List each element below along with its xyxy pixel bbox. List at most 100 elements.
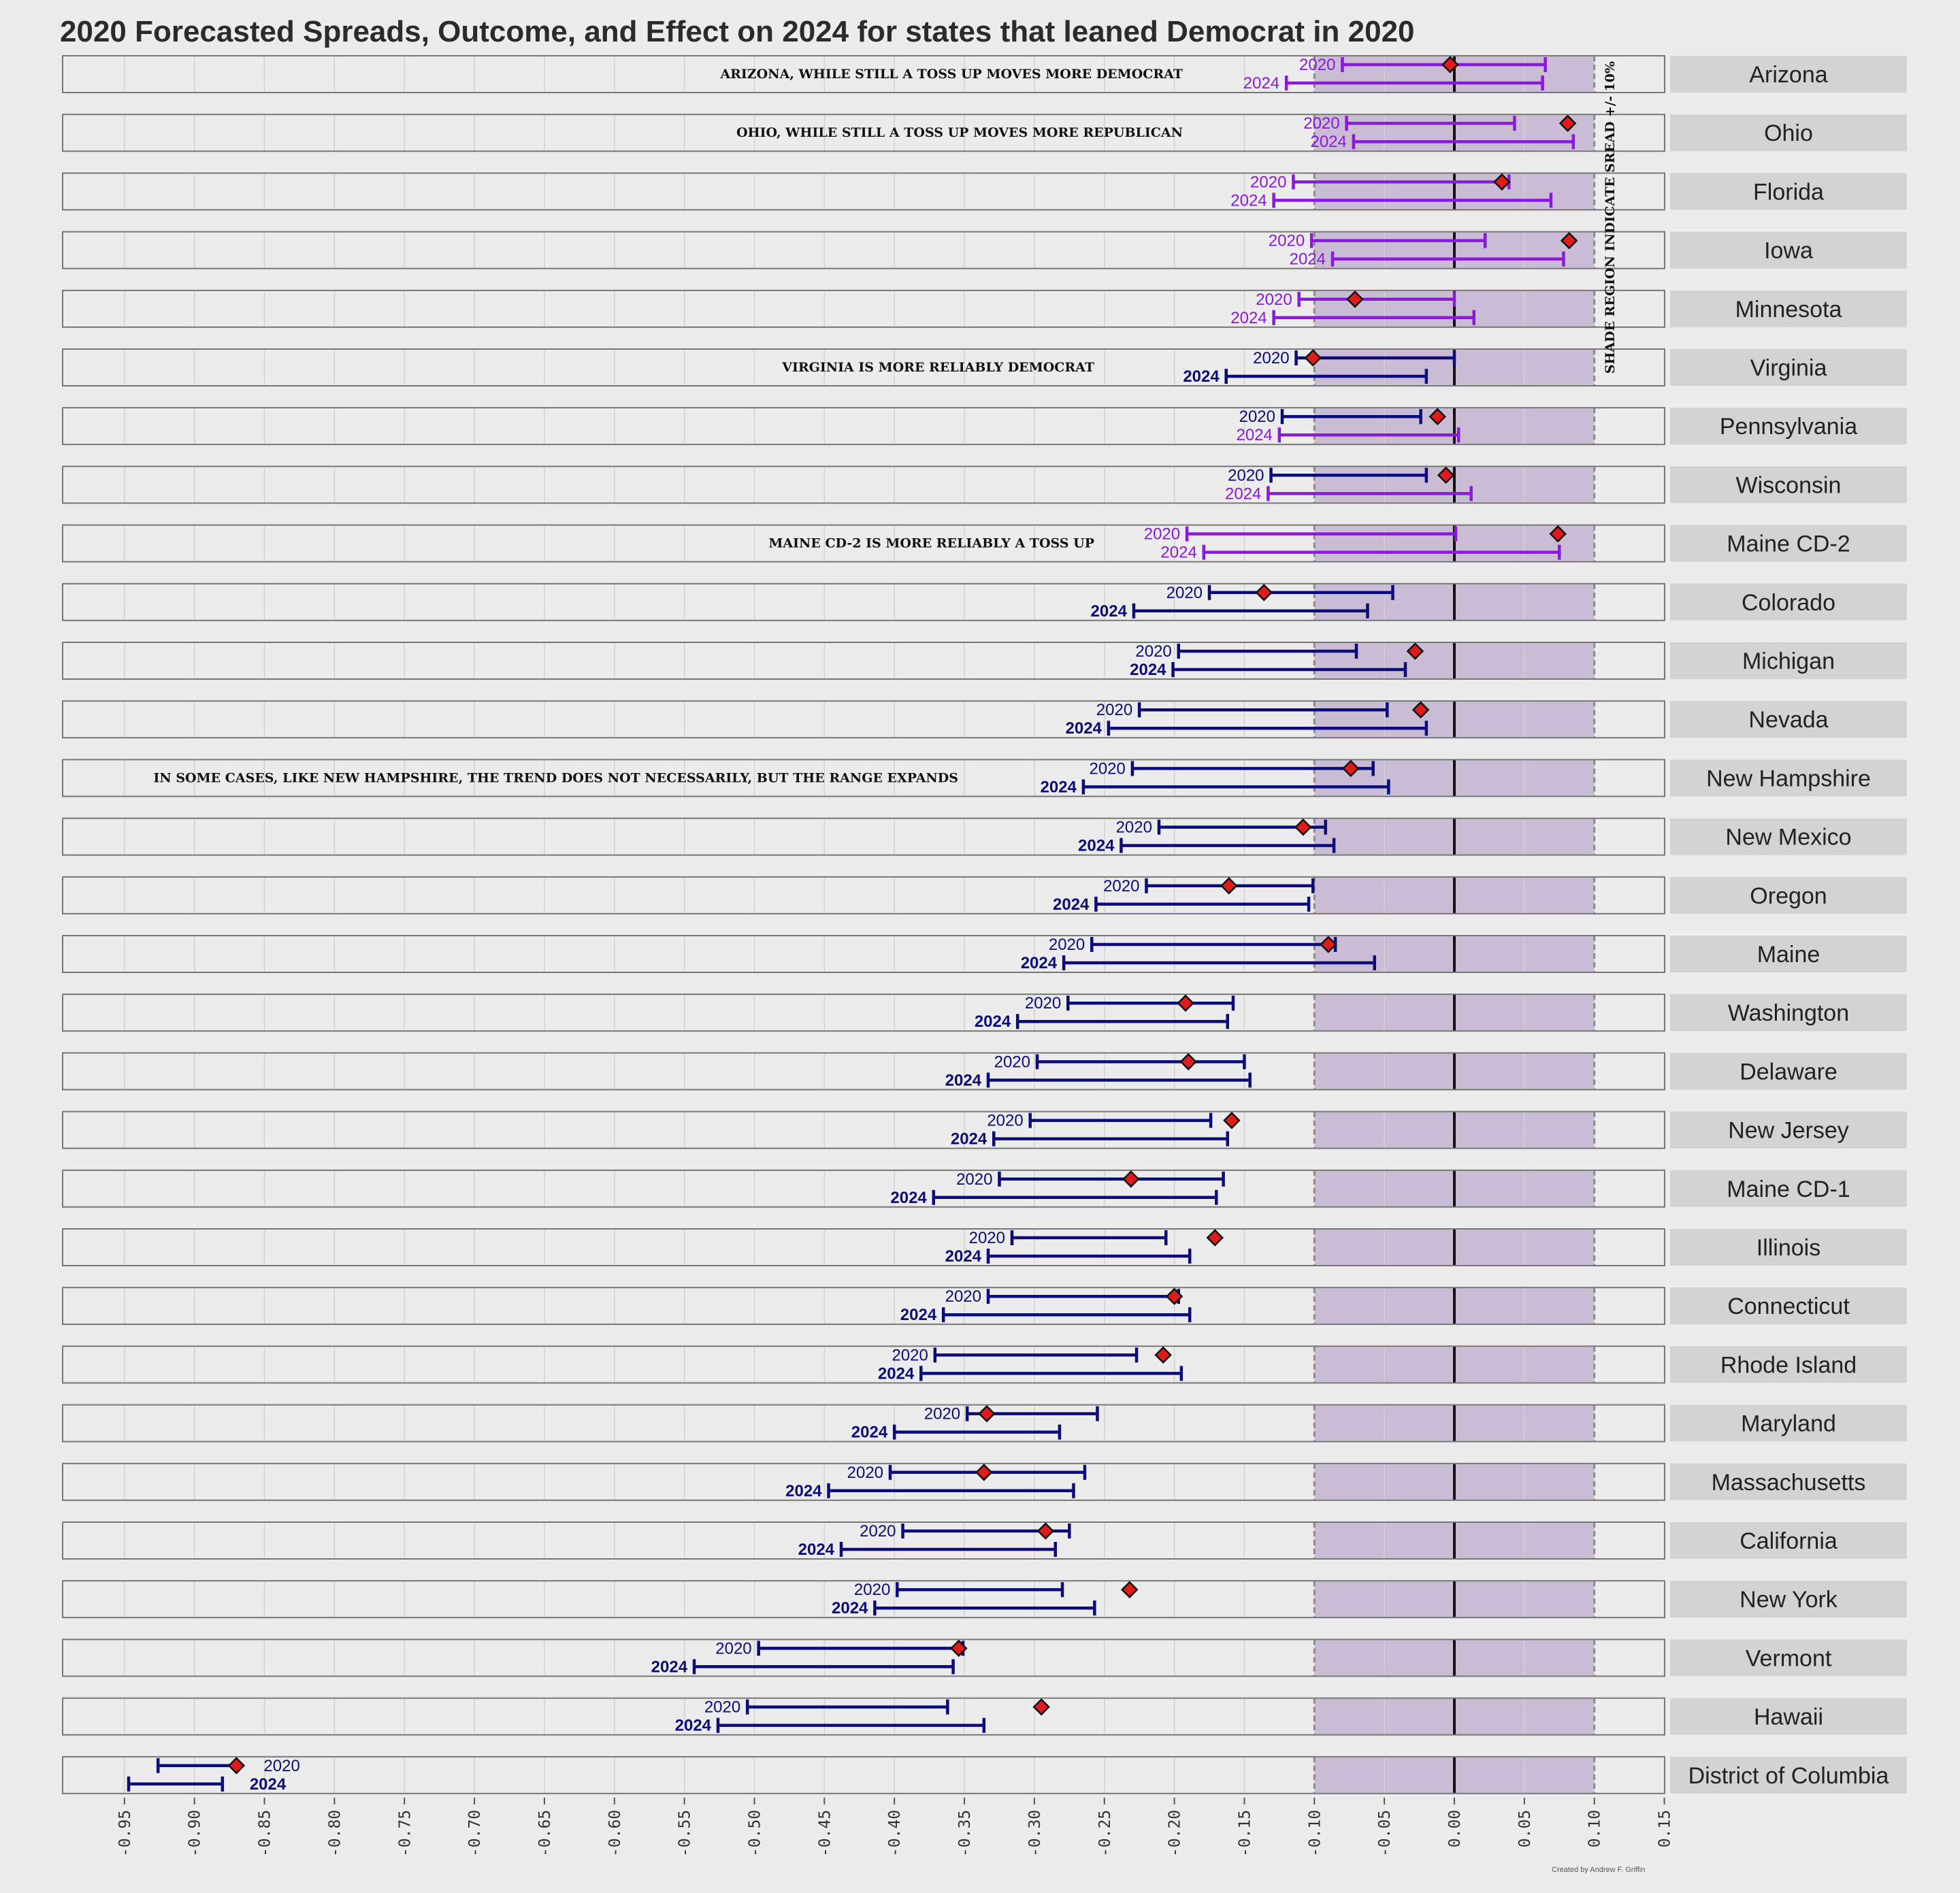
x-tick-label: -0.40 bbox=[886, 1810, 904, 1857]
range-label-2024: 2024 bbox=[1243, 74, 1279, 93]
state-label-box bbox=[1670, 1463, 1907, 1500]
outcome-marker bbox=[1342, 759, 1360, 778]
range-label-2024: 2024 bbox=[951, 1130, 987, 1149]
state-label-box bbox=[1670, 290, 1907, 327]
outcome-marker bbox=[975, 1464, 993, 1481]
outcome-marker bbox=[950, 1639, 968, 1658]
panel-border bbox=[62, 1404, 1665, 1443]
outcome-marker bbox=[1428, 408, 1447, 425]
x-tick-label: -0.20 bbox=[1166, 1810, 1184, 1857]
range-label-2020: 2020 bbox=[860, 1522, 896, 1541]
annotation-text: ARIZONA, WHILE STILL A TOSS UP MOVES MOR… bbox=[719, 67, 1183, 82]
state-label-box bbox=[1670, 759, 1907, 797]
x-tick-label: -0.95 bbox=[116, 1810, 134, 1857]
outcome-marker bbox=[1304, 349, 1322, 367]
range-label-2020: 2020 bbox=[847, 1464, 883, 1482]
outcome-marker bbox=[1154, 1346, 1172, 1364]
range-label-2020: 2020 bbox=[956, 1170, 992, 1189]
state-label: New Hampshire bbox=[1706, 766, 1871, 791]
panel-border bbox=[62, 876, 1665, 915]
range-label-2024: 2024 bbox=[890, 1189, 927, 1207]
range-label-2024: 2024 bbox=[250, 1775, 287, 1794]
panel-border bbox=[62, 1169, 1665, 1208]
panel-border bbox=[62, 935, 1665, 973]
state-label-box bbox=[1670, 1522, 1907, 1559]
range-label-2020: 2020 bbox=[945, 1287, 981, 1306]
outcome-marker bbox=[1406, 642, 1424, 660]
state-label-box bbox=[1670, 1756, 1907, 1794]
state-label: Vermont bbox=[1746, 1645, 1832, 1671]
range-label-2024: 2024 bbox=[851, 1423, 888, 1442]
range-label-2020: 2020 bbox=[969, 1229, 1005, 1247]
state-label-box bbox=[1670, 1698, 1907, 1735]
range-label-2024: 2024 bbox=[785, 1482, 822, 1500]
range-label-2020: 2020 bbox=[1166, 584, 1203, 602]
outcome-marker bbox=[1411, 701, 1430, 719]
range-label-2024: 2024 bbox=[945, 1071, 982, 1089]
panel-border bbox=[62, 993, 1665, 1032]
panel-border bbox=[62, 759, 1665, 797]
state-label: Colorado bbox=[1742, 590, 1835, 616]
outcome-marker bbox=[1346, 291, 1364, 308]
range-label-2024: 2024 bbox=[675, 1717, 712, 1735]
state-label: Maine CD-1 bbox=[1727, 1176, 1850, 1202]
panel-border bbox=[62, 1052, 1665, 1091]
outcome-marker bbox=[1220, 877, 1238, 895]
outcome-marker bbox=[1549, 525, 1567, 543]
panel-border bbox=[62, 700, 1665, 739]
panel-border bbox=[62, 524, 1665, 563]
range-label-2020: 2020 bbox=[1096, 701, 1132, 719]
state-label-box bbox=[1670, 1581, 1907, 1618]
panel-border bbox=[62, 1345, 1665, 1384]
range-label-2020: 2020 bbox=[854, 1581, 890, 1599]
state-label-box bbox=[1670, 818, 1907, 855]
state-label: Iowa bbox=[1764, 238, 1813, 264]
range-label-2020: 2020 bbox=[1269, 232, 1305, 250]
range-label-2024: 2024 bbox=[1078, 837, 1115, 855]
x-tick-label: -0.30 bbox=[1026, 1810, 1044, 1857]
range-label-2020: 2020 bbox=[1253, 349, 1289, 367]
panel-border bbox=[62, 55, 1665, 93]
state-label: Pennsylvania bbox=[1720, 414, 1857, 440]
x-tick-label: -0.70 bbox=[466, 1810, 484, 1857]
range-label-2024: 2024 bbox=[1230, 191, 1267, 210]
outcome-marker bbox=[1179, 1053, 1197, 1071]
range-label-2020: 2020 bbox=[892, 1346, 928, 1364]
panel-border bbox=[62, 1462, 1665, 1501]
range-label-2020: 2020 bbox=[1256, 291, 1292, 309]
range-label-2024: 2024 bbox=[1091, 602, 1128, 621]
state-label-box bbox=[1670, 1287, 1907, 1325]
panel-border bbox=[62, 1580, 1665, 1619]
range-label-2020: 2020 bbox=[1144, 525, 1180, 544]
range-label-2020: 2020 bbox=[1299, 56, 1335, 74]
range-label-2020: 2020 bbox=[924, 1405, 960, 1423]
range-label-2020: 2020 bbox=[704, 1698, 740, 1717]
range-label-2024: 2024 bbox=[798, 1541, 835, 1559]
panel-border bbox=[62, 1639, 1665, 1677]
state-label-box bbox=[1670, 1346, 1907, 1383]
state-label: Washington bbox=[1728, 1000, 1849, 1026]
x-tick-label: -0.75 bbox=[396, 1810, 414, 1857]
annotation-text: IN SOME CASES, LIKE NEW HAMPSHIRE, THE T… bbox=[153, 770, 958, 785]
panel-border bbox=[62, 289, 1665, 328]
state-label-box bbox=[1670, 642, 1907, 679]
range-label-2024: 2024 bbox=[1230, 309, 1267, 327]
x-tick-label: -0.05 bbox=[1376, 1810, 1394, 1857]
range-label-2024: 2024 bbox=[1236, 426, 1272, 444]
state-label-box bbox=[1670, 173, 1907, 210]
outcome-marker bbox=[1036, 1522, 1055, 1540]
outcome-marker bbox=[1121, 1581, 1139, 1598]
x-tick-label: -0.15 bbox=[1236, 1810, 1254, 1857]
range-label-2020: 2020 bbox=[1049, 936, 1085, 954]
state-label-box bbox=[1670, 1053, 1907, 1090]
state-label-box bbox=[1670, 701, 1907, 738]
outcome-marker bbox=[1165, 1287, 1183, 1305]
annotation-text: MAINE CD-2 IS MORE RELIABLY A TOSS UP bbox=[768, 536, 1094, 551]
state-label-box bbox=[1670, 994, 1907, 1032]
range-label-2024: 2024 bbox=[900, 1306, 937, 1324]
x-tick-label: -0.90 bbox=[186, 1810, 204, 1857]
state-label: Maryland bbox=[1741, 1411, 1836, 1437]
range-label-2020: 2020 bbox=[1025, 994, 1061, 1013]
range-label-2020: 2020 bbox=[1116, 819, 1152, 837]
